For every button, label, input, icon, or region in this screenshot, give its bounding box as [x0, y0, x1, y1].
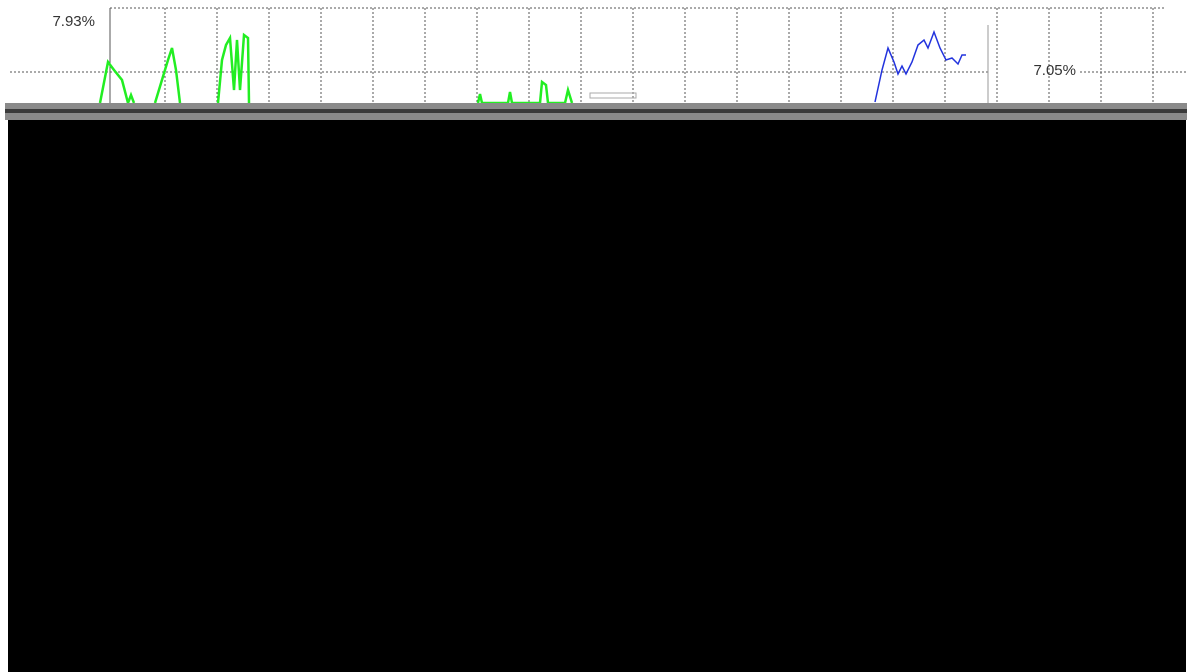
- green-line: [98, 58, 136, 108]
- grid-lines: [164, 8, 1154, 104]
- blue-line: [874, 29, 966, 103]
- scrollbar: [589, 92, 637, 99]
- green-line: [476, 79, 574, 105]
- blank-area: [8, 120, 1186, 672]
- green-line: [216, 32, 251, 104]
- chart-fragment: 7.93% 7.05%: [10, 7, 1186, 108]
- noise-strip: [5, 109, 1187, 113]
- green-line: [153, 47, 182, 104]
- axis-label: 7.93%: [52, 13, 95, 30]
- axis-label: 7.05%: [1033, 62, 1076, 79]
